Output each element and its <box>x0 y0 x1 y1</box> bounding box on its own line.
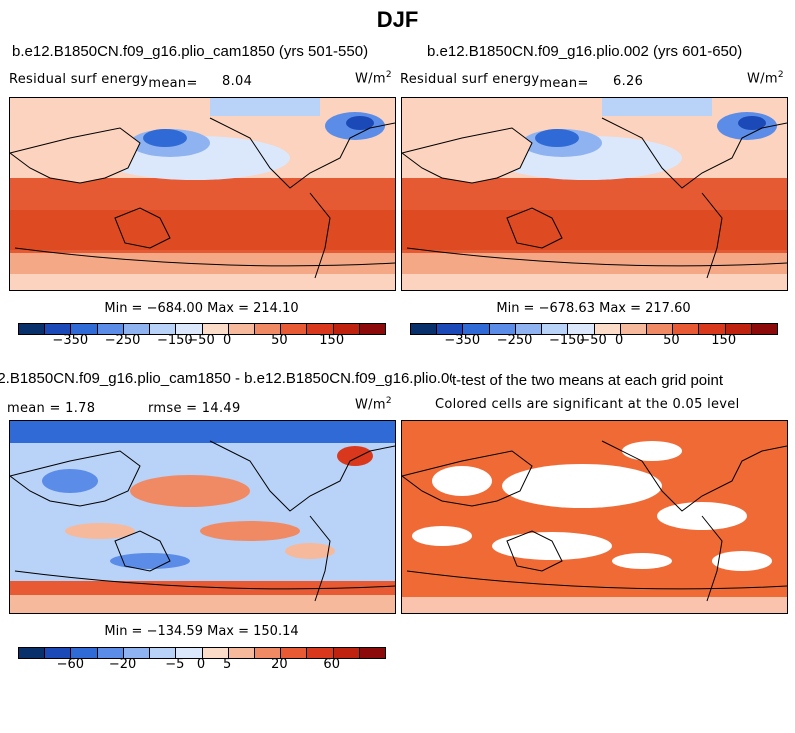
colorbar-swatch <box>123 648 151 658</box>
colorbar-swatch <box>620 324 647 334</box>
panel2-colorbar-ticks: −350 −250 −150 −50 0 50 150 <box>392 333 795 353</box>
colorbar-tick-label: 150 <box>319 333 345 348</box>
panel1-title: b.e12.B1850CN.f09_g16.plio_cam1850 (yrs … <box>12 43 369 60</box>
colorbar-swatch <box>150 324 177 334</box>
panel2-colorbar <box>410 323 778 335</box>
panel3-title-clip: b.e12.B1850CN.f09_g16.plio_cam1850 - b.e… <box>0 370 452 390</box>
colorbar-swatch <box>202 648 229 658</box>
colorbar-tick-label: 5 <box>223 657 232 672</box>
colorbar-tick-label: 60 <box>323 657 340 672</box>
colorbar-tick-label: −150 <box>156 333 193 348</box>
colorbar-tick-label: −5 <box>165 657 185 672</box>
panel4-title: t-test of the two means at each grid poi… <box>452 372 723 389</box>
panel4-subtitle: Colored cells are significant at the 0.0… <box>435 397 740 412</box>
colorbar-swatch <box>176 648 203 658</box>
panel1-colorbar-ticks: −350 −250 −150 −50 0 50 150 <box>0 333 400 353</box>
colorbar-swatch <box>71 648 98 658</box>
panel2-map <box>401 97 788 291</box>
colorbar-tick-label: 0 <box>615 333 624 348</box>
panel3-colorbar <box>18 647 386 659</box>
figure-title: DJF <box>376 7 419 32</box>
colorbar-swatch <box>19 648 46 658</box>
colorbar-swatch <box>123 324 151 334</box>
colorbar-swatch <box>254 648 282 658</box>
colorbar-swatch <box>71 324 98 334</box>
colorbar-tick-label: −350 <box>444 333 481 348</box>
colorbar-swatch <box>281 324 308 334</box>
panel1-map <box>9 97 396 291</box>
panel2-minmax: Min = −678.63 Max = 217.60 <box>496 301 691 316</box>
panel2-mean: 6.26 <box>613 74 644 89</box>
panel2-units: W/m2 <box>747 70 784 87</box>
panel3-minmax: Min = −134.59 Max = 150.14 <box>104 624 299 639</box>
colorbar-swatch <box>542 324 569 334</box>
panel3-rmse: rmse = 14.49 <box>148 401 241 416</box>
colorbar-swatch <box>97 324 124 334</box>
colorbar-swatch <box>725 324 752 334</box>
colorbar-tick-label: −20 <box>108 657 137 672</box>
colorbar-swatch <box>359 648 386 658</box>
colorbar-swatch <box>646 324 674 334</box>
panel1-units: W/m2 <box>355 70 392 87</box>
colorbar-swatch <box>150 648 177 658</box>
panel1-minmax: Min = −684.00 Max = 214.10 <box>104 301 299 316</box>
colorbar-swatch <box>751 324 778 334</box>
panel1-colorbar <box>18 323 386 335</box>
colorbar-swatch <box>307 324 334 334</box>
colorbar-swatch <box>333 324 360 334</box>
colorbar-tick-label: −250 <box>496 333 533 348</box>
panel4-map <box>401 420 788 614</box>
colorbar-swatch <box>45 324 72 334</box>
colorbar-swatch <box>411 324 438 334</box>
colorbar-tick-label: 50 <box>271 333 288 348</box>
colorbar-tick-label: −60 <box>56 657 84 672</box>
colorbar-swatch <box>333 648 360 658</box>
colorbar-swatch <box>45 648 72 658</box>
colorbar-swatch <box>437 324 464 334</box>
colorbar-tick-label: 50 <box>663 333 680 348</box>
colorbar-tick-label: −250 <box>104 333 141 348</box>
colorbar-swatch <box>515 324 543 334</box>
panel3-map <box>9 420 396 614</box>
colorbar-swatch <box>568 324 595 334</box>
colorbar-swatch <box>489 324 516 334</box>
colorbar-swatch <box>281 648 308 658</box>
colorbar-tick-label: 0 <box>223 333 232 348</box>
colorbar-swatch <box>19 324 46 334</box>
panel2-title: b.e12.B1850CN.f09_g16.plio.002 (yrs 601-… <box>427 43 743 60</box>
colorbar-swatch <box>359 324 386 334</box>
colorbar-swatch <box>176 324 203 334</box>
colorbar-swatch <box>307 648 334 658</box>
colorbar-swatch <box>463 324 490 334</box>
colorbar-tick-label: −50 <box>187 333 215 348</box>
colorbar-swatch <box>97 648 124 658</box>
colorbar-swatch <box>673 324 700 334</box>
colorbar-swatch <box>594 324 621 334</box>
panel3-colorbar-ticks: −60 −20 −5 0 5 20 60 <box>0 657 400 677</box>
panel3-title: b.e12.B1850CN.f09_g16.plio_cam1850 - b.e… <box>0 370 452 387</box>
colorbar-swatch <box>228 648 255 658</box>
panel3-mean: mean = 1.78 <box>7 401 96 416</box>
colorbar-swatch <box>202 324 229 334</box>
colorbar-tick-label: −50 <box>579 333 607 348</box>
colorbar-tick-label: −150 <box>548 333 585 348</box>
colorbar-tick-label: 150 <box>711 333 737 348</box>
colorbar-tick-label: −350 <box>52 333 89 348</box>
colorbar-tick-label: 0 <box>196 657 206 672</box>
panel3-units: W/m2 <box>355 396 392 413</box>
colorbar-swatch <box>228 324 255 334</box>
colorbar-swatch <box>254 324 282 334</box>
colorbar-tick-label: 20 <box>271 657 288 672</box>
colorbar-swatch <box>699 324 726 334</box>
panel2-variable: Residual surf energymean= <box>400 72 589 91</box>
panel1-mean: 8.04 <box>222 74 253 89</box>
panel1-variable: Residual surf energymean= <box>9 72 198 91</box>
